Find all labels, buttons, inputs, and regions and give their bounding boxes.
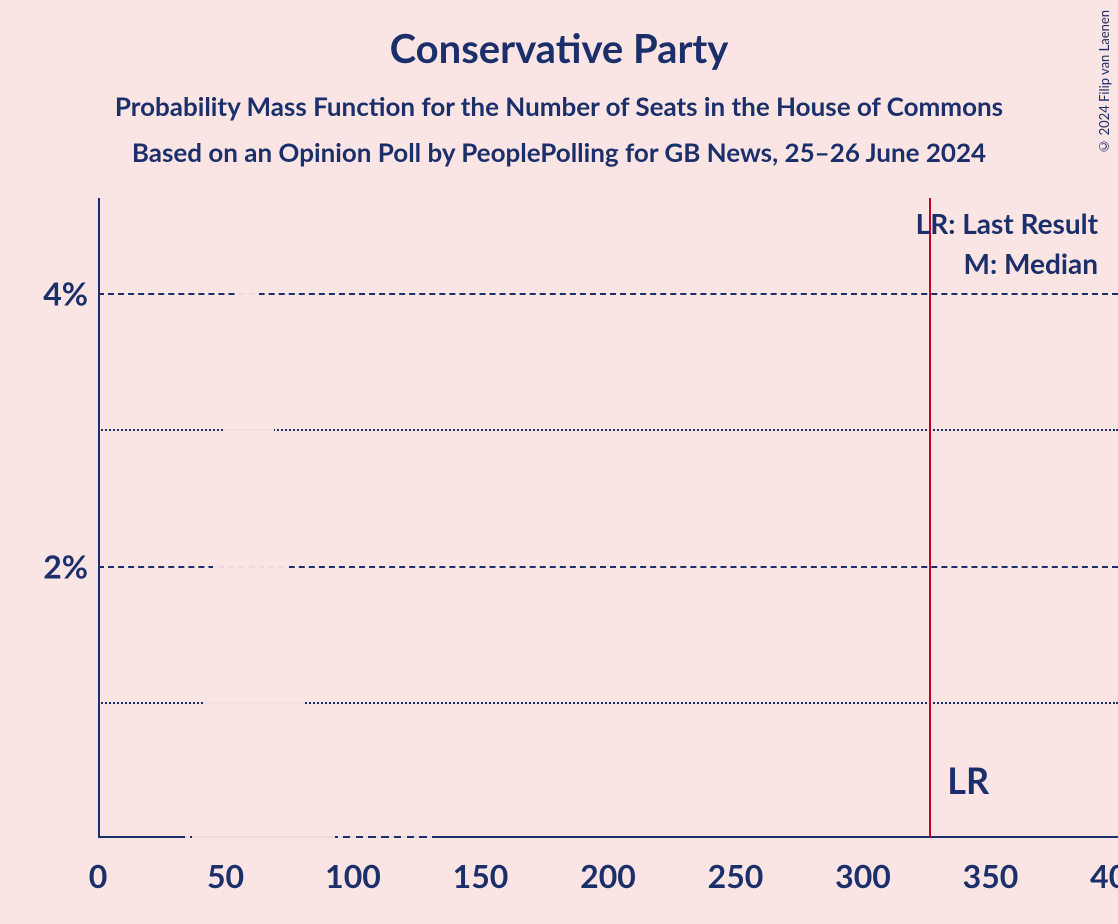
pmf-bar: [427, 833, 432, 838]
legend-last-result: LR: Last Result: [916, 206, 1098, 240]
pmf-bar: [376, 824, 381, 838]
legend-median: M: Median: [964, 246, 1098, 280]
pmf-bar: [414, 831, 419, 838]
y-tick-label: 4%: [43, 274, 88, 313]
x-tick-label: 350: [963, 856, 1019, 895]
pmf-bar: [401, 830, 406, 838]
copyright-text: © 2024 Filip van Laenen: [1096, 10, 1112, 155]
chart-subtitle-1: Probability Mass Function for the Number…: [0, 90, 1118, 122]
y-tick-label: 2%: [43, 546, 88, 585]
lr-marker-label: LR: [947, 758, 989, 802]
x-tick-label: 50: [207, 856, 244, 895]
pmf-bar: [363, 822, 368, 838]
chart-subtitle-2: Based on an Opinion Poll by PeoplePollin…: [0, 136, 1118, 168]
x-tick-label: 400: [1090, 856, 1118, 895]
x-tick-label: 300: [835, 856, 891, 895]
chart-plot-area: [98, 198, 1118, 838]
x-tick-label: 250: [708, 856, 764, 895]
pmf-bar: [330, 804, 335, 838]
x-tick-label: 200: [580, 856, 636, 895]
chart-title: Conservative Party: [0, 0, 1118, 72]
last-result-line: [929, 198, 931, 838]
pmf-bar: [350, 818, 355, 838]
pmf-bar: [389, 827, 394, 838]
pmf-bar: [185, 811, 190, 838]
x-tick-label: 100: [325, 856, 381, 895]
x-tick-label: 0: [89, 856, 108, 895]
pmf-bar: [338, 811, 343, 838]
x-tick-label: 150: [453, 856, 509, 895]
